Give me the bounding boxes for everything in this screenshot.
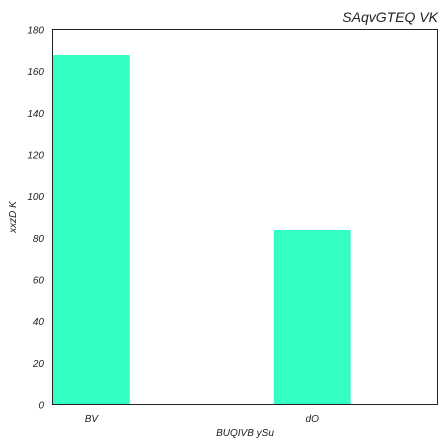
plot-frame: [52, 29, 438, 405]
y-tick-label: 160: [27, 67, 44, 78]
y-axis-label: xxzD K: [8, 200, 19, 234]
y-tick-label: 120: [27, 151, 44, 162]
x-tick-label: dO: [306, 414, 320, 425]
bar: [273, 230, 351, 405]
x-tick-label: BV: [85, 414, 100, 425]
bar: [53, 55, 130, 405]
y-tick-label: 100: [27, 192, 44, 203]
x-axis-label: BUQIVB ySu: [216, 428, 274, 439]
chart-title: SAqvGTEQ VK: [342, 9, 438, 25]
x-axis-ticks: BV dO: [85, 414, 319, 425]
bars-group: [53, 55, 351, 405]
y-tick-label: 80: [33, 234, 45, 245]
y-tick-label: 60: [33, 276, 45, 287]
y-tick-label: 180: [27, 26, 44, 37]
y-axis-ticks: 0 20 40 60 80 100 120 140 160 180: [27, 26, 44, 412]
y-tick-label: 40: [33, 317, 45, 328]
y-tick-label: 20: [32, 359, 45, 370]
y-tick-label: 140: [27, 109, 44, 120]
y-tick-label: 0: [38, 401, 44, 412]
